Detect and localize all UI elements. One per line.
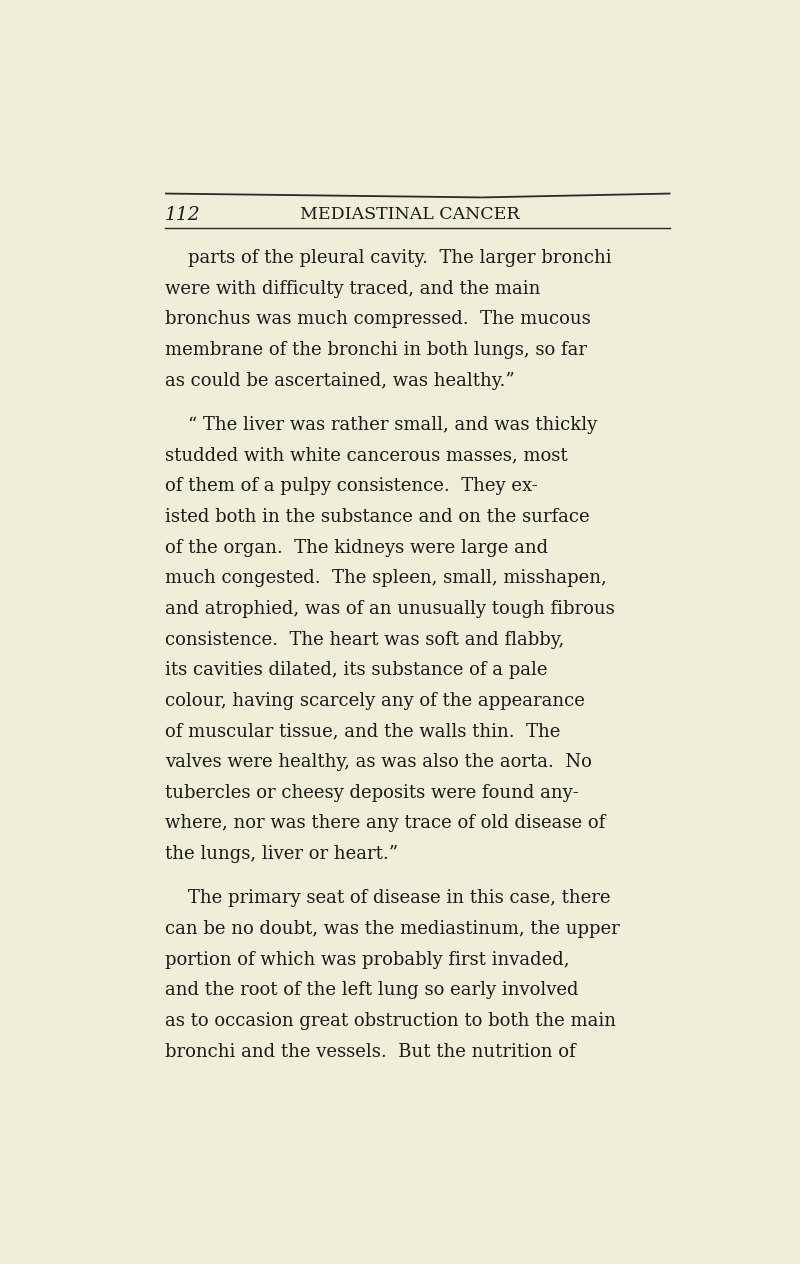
- Text: where, nor was there any trace of old disease of: where, nor was there any trace of old di…: [165, 814, 606, 833]
- Text: valves were healthy, as was also the aorta.  No: valves were healthy, as was also the aor…: [165, 753, 592, 771]
- Text: as to occasion great obstruction to both the main: as to occasion great obstruction to both…: [165, 1012, 616, 1030]
- Text: as could be ascertained, was healthy.”: as could be ascertained, was healthy.”: [165, 372, 515, 389]
- Text: of them of a pulpy consistence.  They ex-: of them of a pulpy consistence. They ex-: [165, 478, 538, 495]
- Text: and atrophied, was of an unusually tough fibrous: and atrophied, was of an unusually tough…: [165, 600, 615, 618]
- Text: tubercles or cheesy deposits were found any-: tubercles or cheesy deposits were found …: [165, 784, 579, 801]
- Text: bronchi and the vessels.  But the nutrition of: bronchi and the vessels. But the nutriti…: [165, 1043, 576, 1060]
- Text: consistence.  The heart was soft and flabby,: consistence. The heart was soft and flab…: [165, 631, 564, 648]
- Text: The primary seat of disease in this case, there: The primary seat of disease in this case…: [165, 890, 610, 908]
- Text: isted both in the substance and on the surface: isted both in the substance and on the s…: [165, 508, 590, 526]
- Text: portion of which was probably first invaded,: portion of which was probably first inva…: [165, 951, 570, 968]
- Text: membrane of the bronchi in both lungs, so far: membrane of the bronchi in both lungs, s…: [165, 341, 587, 359]
- Text: bronchus was much compressed.  The mucous: bronchus was much compressed. The mucous: [165, 311, 591, 329]
- Text: the lungs, liver or heart.”: the lungs, liver or heart.”: [165, 846, 398, 863]
- Text: and the root of the left lung so early involved: and the root of the left lung so early i…: [165, 981, 578, 1000]
- Text: were with difficulty traced, and the main: were with difficulty traced, and the mai…: [165, 279, 541, 297]
- Text: much congested.  The spleen, small, misshapen,: much congested. The spleen, small, missh…: [165, 569, 607, 588]
- Text: its cavities dilated, its substance of a pale: its cavities dilated, its substance of a…: [165, 661, 547, 679]
- Text: studded with white cancerous masses, most: studded with white cancerous masses, mos…: [165, 446, 568, 465]
- Text: parts of the pleural cavity.  The larger bronchi: parts of the pleural cavity. The larger …: [165, 249, 612, 267]
- Text: 112: 112: [165, 206, 201, 224]
- Text: “ The liver was rather small, and was thickly: “ The liver was rather small, and was th…: [165, 416, 598, 434]
- Text: can be no doubt, was the mediastinum, the upper: can be no doubt, was the mediastinum, th…: [165, 920, 620, 938]
- Text: MEDIASTINAL CANCER: MEDIASTINAL CANCER: [300, 206, 520, 224]
- Text: of the organ.  The kidneys were large and: of the organ. The kidneys were large and: [165, 538, 548, 556]
- Text: of muscular tissue, and the walls thin.  The: of muscular tissue, and the walls thin. …: [165, 723, 561, 741]
- Text: colour, having scarcely any of the appearance: colour, having scarcely any of the appea…: [165, 691, 585, 710]
